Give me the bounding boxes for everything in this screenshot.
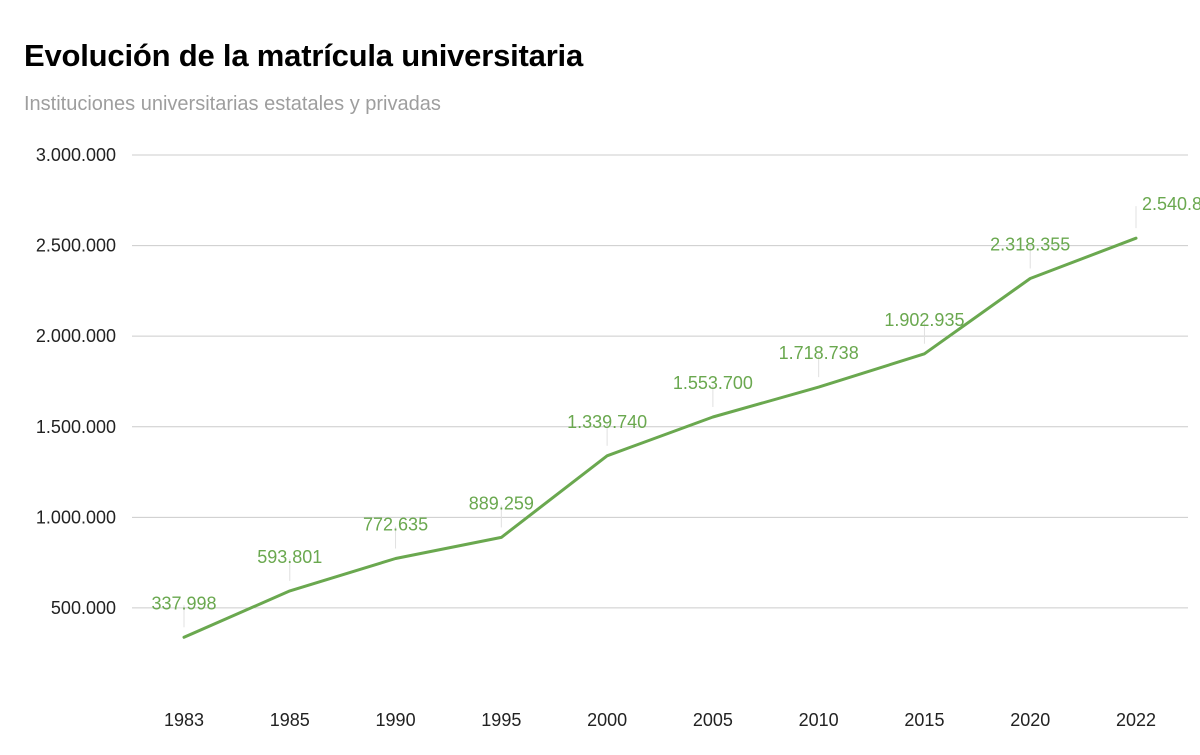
x-tick-label: 2015 bbox=[904, 710, 944, 730]
x-tick-label: 1990 bbox=[376, 710, 416, 730]
series-line bbox=[182, 236, 1138, 639]
x-tick-label: 2020 bbox=[1010, 710, 1050, 730]
x-tick-label: 1983 bbox=[164, 710, 204, 730]
data-labels: 337.998 593.801 772.635 889.259 1.339.740 1.5… bbox=[151, 194, 1200, 613]
y-tick-label: 2.000.000 bbox=[36, 326, 116, 346]
y-tick-label: 2.500.000 bbox=[36, 236, 116, 256]
data-label: 772.635 bbox=[363, 515, 428, 535]
data-label: 1.553.700 bbox=[673, 373, 753, 393]
chart-subtitle: Instituciones universitarias estatales y… bbox=[24, 93, 441, 115]
data-label: 1.718.738 bbox=[779, 343, 859, 363]
y-tick-label: 3.000.000 bbox=[36, 145, 116, 165]
x-tick-label: 2022 bbox=[1116, 710, 1156, 730]
y-tick-label: 1.000.000 bbox=[36, 507, 116, 527]
data-label: 2.318.355 bbox=[990, 234, 1070, 254]
data-label: 1.902.935 bbox=[884, 310, 964, 330]
axis-labels: 500.000 1.000.000 1.500.000 2.000.000 2.500.… bbox=[36, 145, 1156, 730]
x-tick-label: 1995 bbox=[481, 710, 521, 730]
x-tick-label: 2005 bbox=[693, 710, 733, 730]
y-tick-label: 500.000 bbox=[51, 598, 116, 618]
data-label: 2.540.854 bbox=[1142, 194, 1200, 214]
x-tick-label: 1985 bbox=[270, 710, 310, 730]
x-tick-label: 2010 bbox=[799, 710, 839, 730]
label-leaders bbox=[183, 206, 1137, 628]
chart-title: Evolución de la matrícula universitaria bbox=[24, 38, 584, 73]
gridlines bbox=[132, 154, 1188, 609]
data-label: 593.801 bbox=[257, 547, 322, 567]
data-label: 889.259 bbox=[469, 493, 534, 513]
x-tick-label: 2000 bbox=[587, 710, 627, 730]
data-label: 1.339.740 bbox=[567, 412, 647, 432]
series-line-group bbox=[182, 236, 1138, 639]
data-label: 337.998 bbox=[151, 593, 216, 613]
y-tick-label: 1.500.000 bbox=[36, 417, 116, 437]
